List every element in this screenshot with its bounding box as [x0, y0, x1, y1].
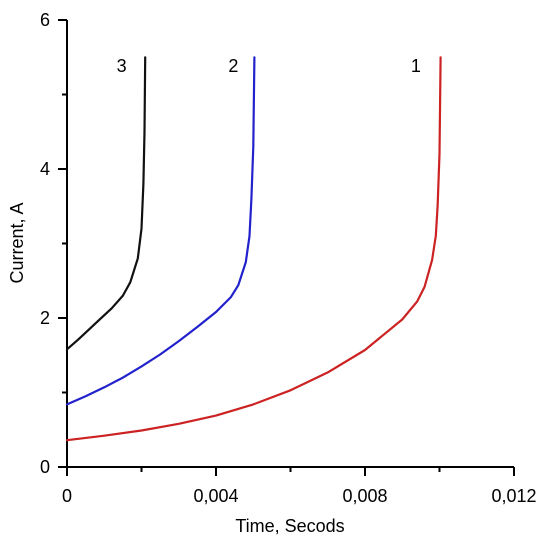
series-label-3: 3	[117, 56, 127, 76]
series-layer	[65, 56, 442, 442]
series-label-2: 2	[228, 56, 238, 76]
y-tick-label: 6	[40, 10, 50, 30]
x-tick-label: 0,008	[342, 486, 387, 506]
series-labels: 1 2 3	[117, 56, 421, 76]
x-tick-label: 0,004	[193, 486, 238, 506]
series-line-2	[65, 56, 256, 406]
series-line-3	[65, 56, 147, 351]
x-tick-label: 0	[62, 486, 72, 506]
y-tick-label: 4	[40, 159, 50, 179]
y-tick-label: 2	[40, 308, 50, 328]
axes: 0 0,004 0,008 0,012 0 2 4 6	[40, 10, 537, 506]
series-label-1: 1	[411, 56, 421, 76]
x-tick-label: 0,012	[491, 486, 536, 506]
x-axis-title: Time, Secods	[235, 516, 344, 536]
series-line-1	[65, 56, 442, 442]
y-axis-title: Current, A	[7, 202, 27, 283]
y-tick-label: 0	[40, 457, 50, 477]
